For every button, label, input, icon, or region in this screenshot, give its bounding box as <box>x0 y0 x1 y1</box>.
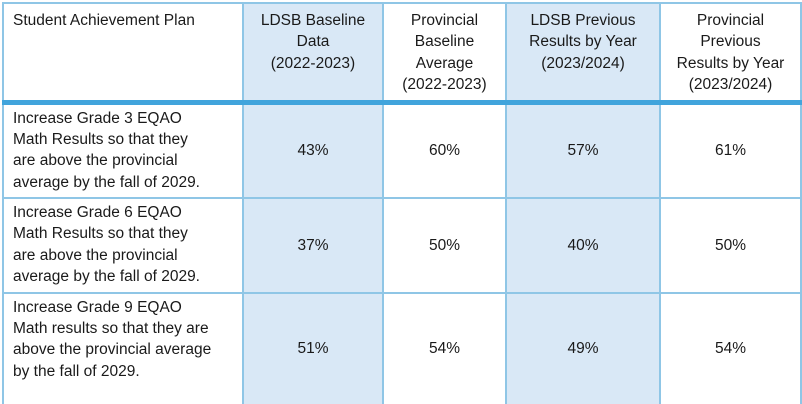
value-grade3-ldsb-baseline: 43% <box>242 101 384 199</box>
value-grade3-provincial-previous: 61% <box>659 101 802 199</box>
value-grade9-ldsb-previous: 49% <box>505 291 661 404</box>
goal-text-grade-3: Increase Grade 3 EQAO Math Results so th… <box>2 101 244 199</box>
value-grade6-ldsb-previous: 40% <box>505 197 661 294</box>
value-grade6-provincial-previous: 50% <box>659 197 802 294</box>
table-row-grade-9: Increase Grade 9 EQAO Math results so th… <box>2 291 802 404</box>
table-row-grade-6: Increase Grade 6 EQAO Math Results so th… <box>2 197 802 294</box>
col-header-provincial-previous-results: Provincial Previous Results by Year (202… <box>659 2 802 105</box>
col-header-provincial-baseline-average: Provincial Baseline Average (2022-2023) <box>382 2 507 105</box>
goal-text-grade-6: Increase Grade 6 EQAO Math Results so th… <box>2 197 244 294</box>
table-header-row: Student Achievement Plan LDSB Baseline D… <box>2 2 802 105</box>
table-row-grade-3: Increase Grade 3 EQAO Math Results so th… <box>2 101 802 199</box>
value-grade6-provincial-baseline: 50% <box>382 197 507 294</box>
value-grade9-ldsb-baseline: 51% <box>242 291 384 404</box>
goal-text-grade-9: Increase Grade 9 EQAO Math results so th… <box>2 291 244 404</box>
value-grade9-provincial-baseline: 54% <box>382 291 507 404</box>
value-grade6-ldsb-baseline: 37% <box>242 197 384 294</box>
value-grade3-provincial-baseline: 60% <box>382 101 507 199</box>
col-header-student-achievement-plan: Student Achievement Plan <box>2 2 244 105</box>
value-grade3-ldsb-previous: 57% <box>505 101 661 199</box>
col-header-ldsb-previous-results: LDSB Previous Results by Year (2023/2024… <box>505 2 661 105</box>
col-header-ldsb-baseline-data: LDSB Baseline Data (2022-2023) <box>242 2 384 105</box>
value-grade9-provincial-previous: 54% <box>659 291 802 404</box>
